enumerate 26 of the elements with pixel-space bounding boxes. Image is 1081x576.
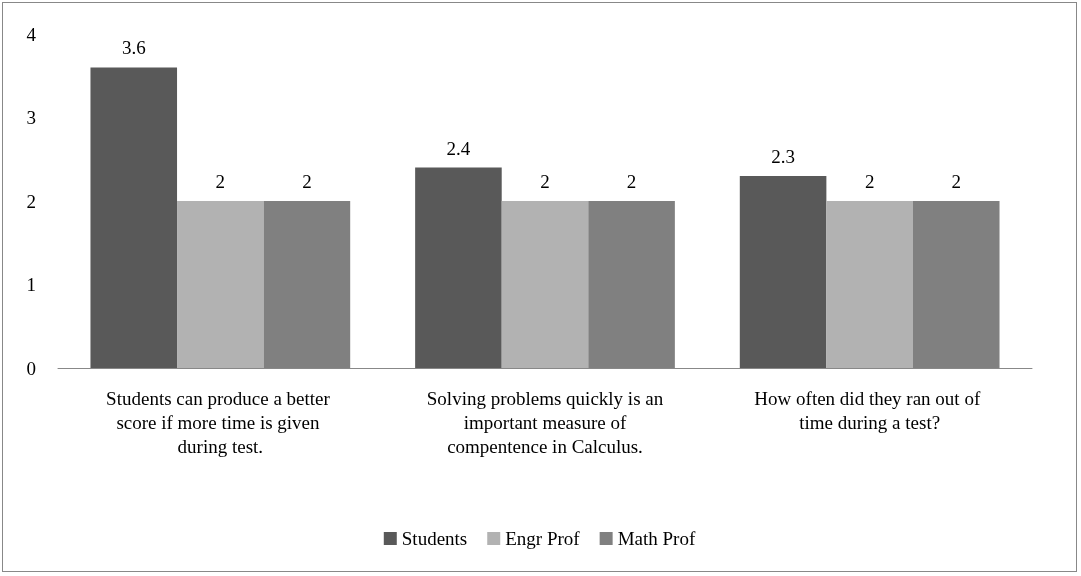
data-label: 3.6 bbox=[121, 37, 146, 59]
bar bbox=[501, 201, 589, 368]
legend-label: Math Prof bbox=[617, 528, 696, 549]
y-tick-label: 2 bbox=[26, 190, 36, 212]
data-label: 2 bbox=[215, 171, 226, 192]
y-tick-label: 0 bbox=[26, 357, 36, 379]
data-label: 2 bbox=[540, 171, 550, 192]
bar bbox=[826, 201, 913, 368]
bar bbox=[177, 201, 264, 368]
y-tick-label: 4 bbox=[26, 23, 37, 45]
y-tick-label: 3 bbox=[26, 107, 36, 128]
x-tick-label: Students can produce a better score if more time is given during test. bbox=[106, 387, 335, 457]
bar bbox=[415, 167, 502, 368]
bar bbox=[90, 67, 178, 368]
data-label: 2 bbox=[951, 171, 961, 192]
y-tick-label: 1 bbox=[26, 274, 36, 295]
data-label: 2 bbox=[864, 171, 875, 192]
legend-label: Students bbox=[401, 528, 468, 549]
legend-label: Engr Prof bbox=[505, 528, 581, 549]
data-label: 2.4 bbox=[446, 137, 471, 159]
data-label: 2 bbox=[626, 171, 637, 192]
data-label: 2 bbox=[302, 171, 312, 192]
x-tick-label: Solving problems quickly is an important measure of compentence in Calculus. bbox=[426, 387, 664, 457]
data-label: 2.3 bbox=[771, 145, 795, 167]
x-tick-label: How often did they ran out of time during a test? bbox=[754, 387, 985, 433]
bar bbox=[739, 175, 827, 368]
